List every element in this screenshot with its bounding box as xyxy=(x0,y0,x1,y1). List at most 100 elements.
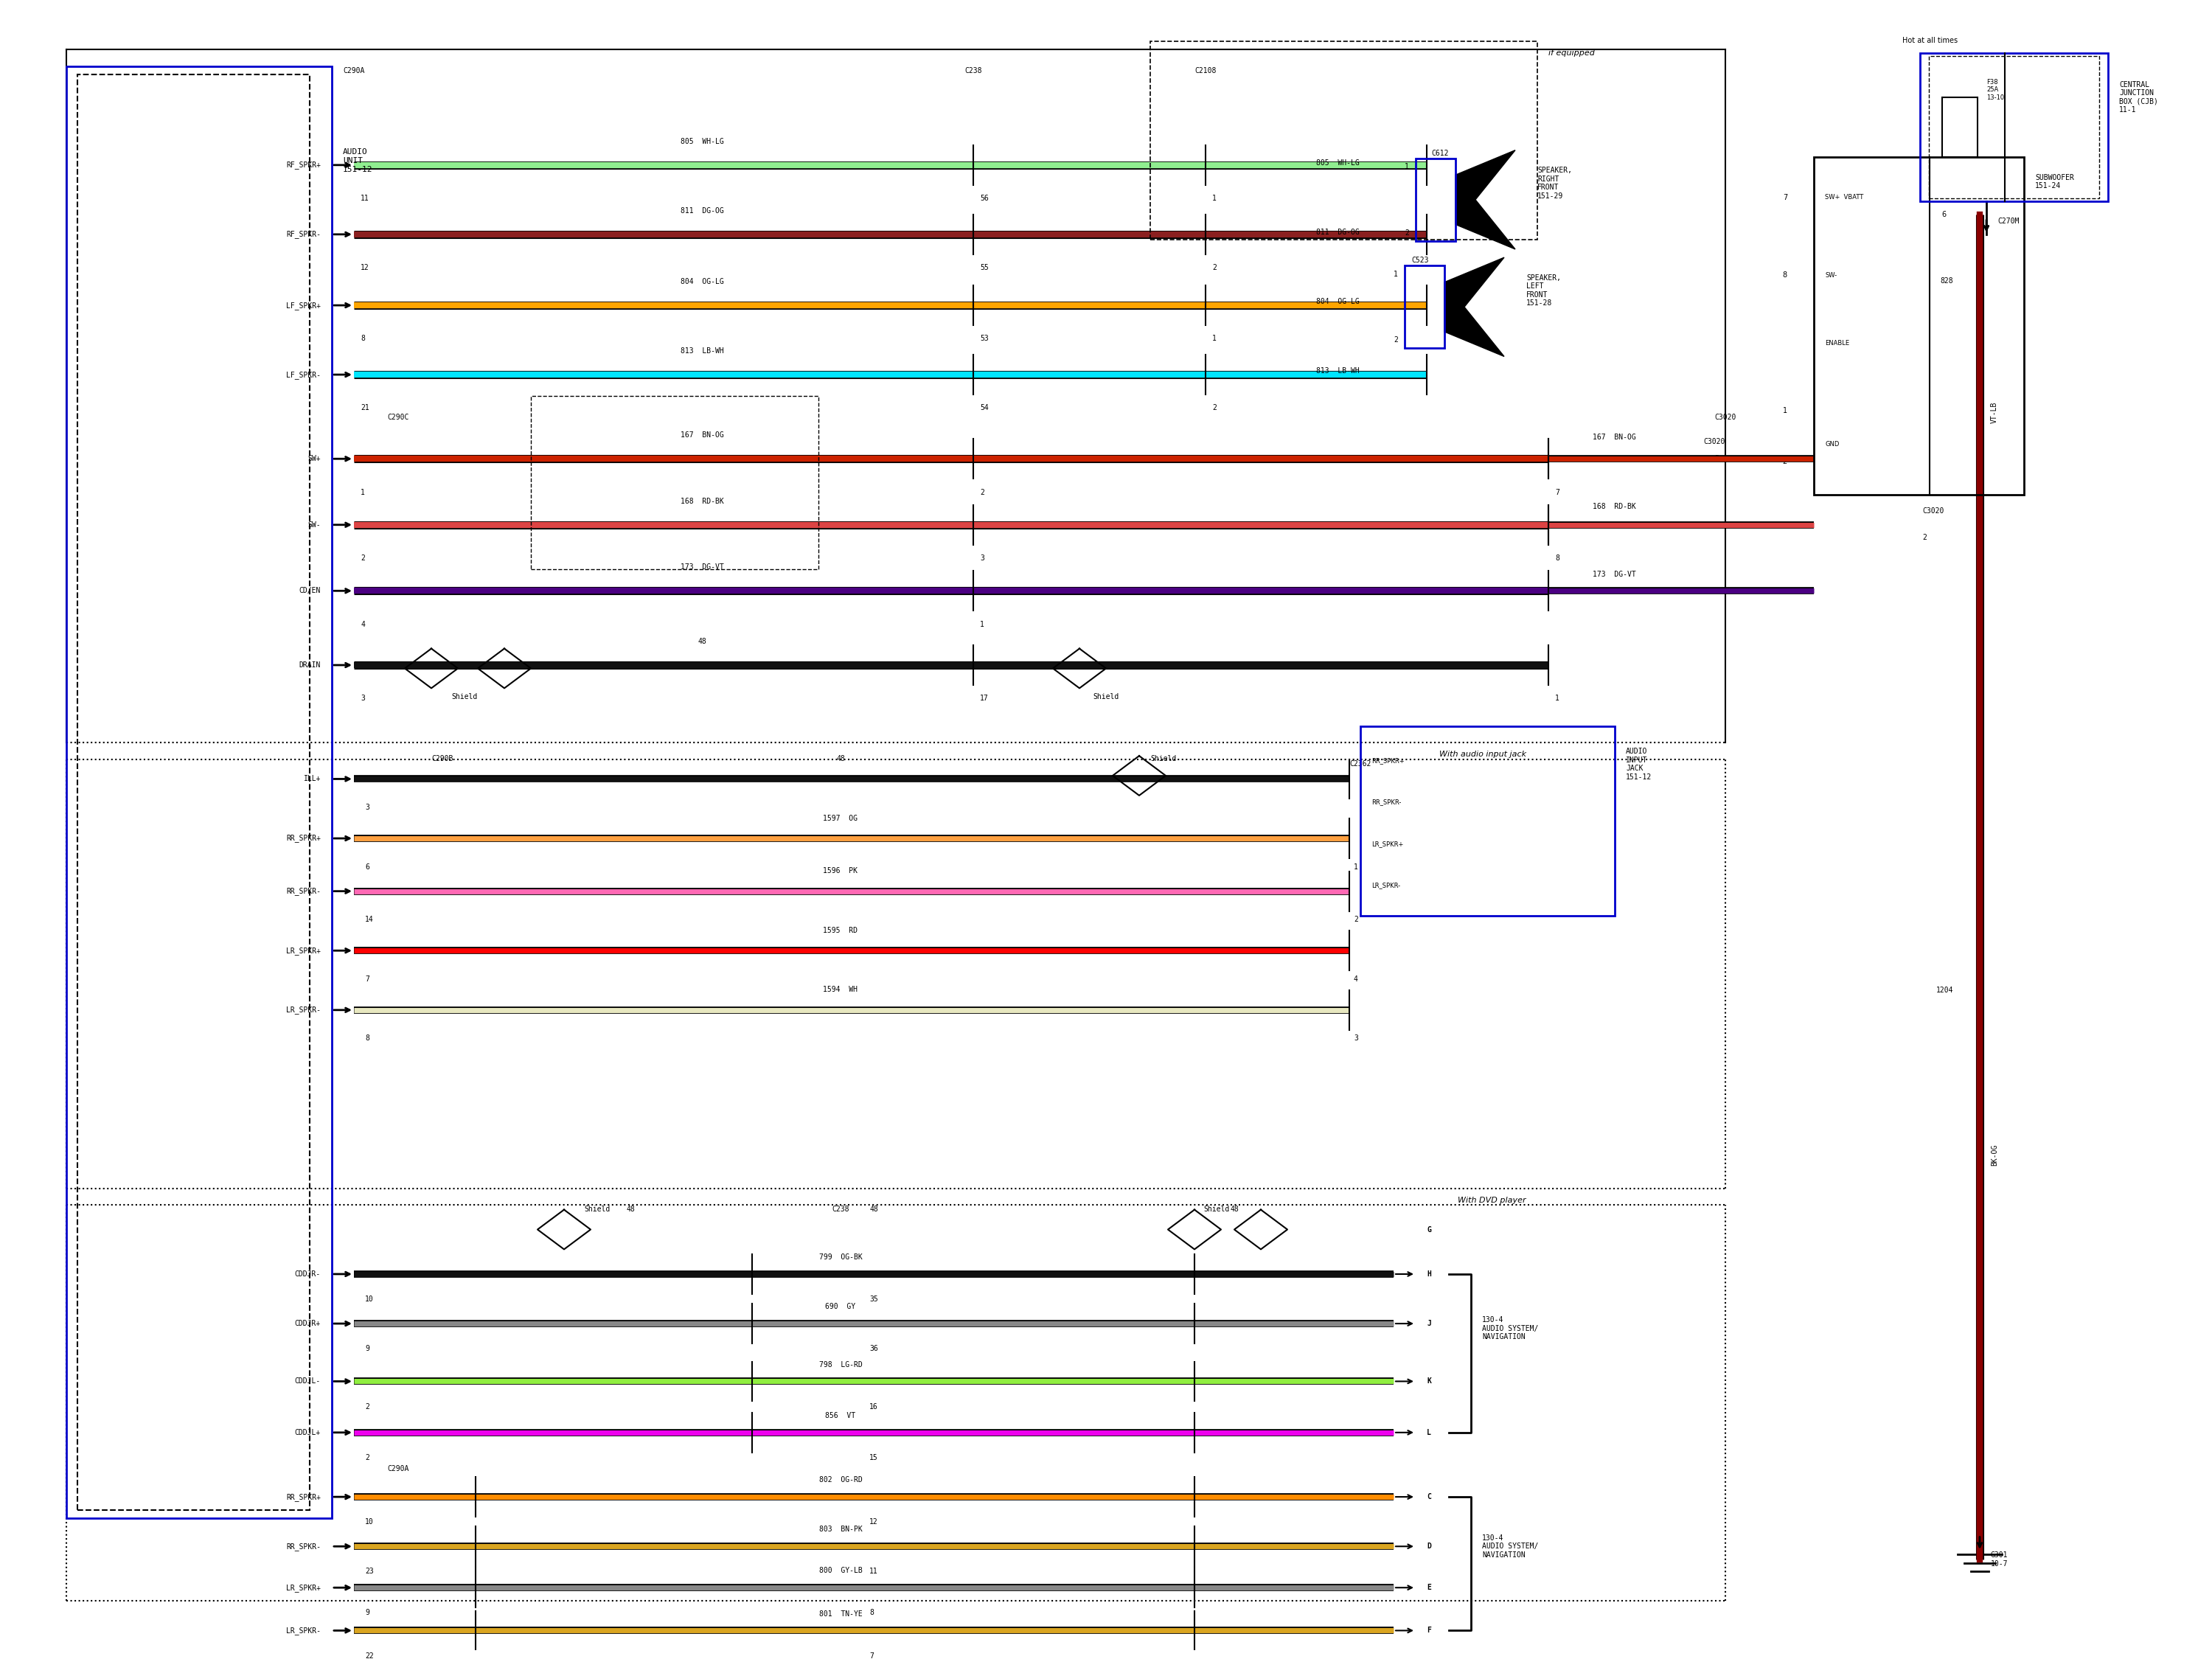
Text: C290C: C290C xyxy=(387,413,409,421)
Text: 828: 828 xyxy=(1940,277,1953,284)
Text: With DVD player: With DVD player xyxy=(1458,1196,1526,1204)
Text: SW+  VBATT: SW+ VBATT xyxy=(1825,194,1863,201)
Text: SUBWOOFER
151-24: SUBWOOFER 151-24 xyxy=(2035,174,2075,189)
Text: 56: 56 xyxy=(980,194,989,202)
Polygon shape xyxy=(1455,151,1515,224)
Bar xyxy=(1416,158,1455,241)
Text: 804  OG-LG: 804 OG-LG xyxy=(681,279,723,285)
Text: 2: 2 xyxy=(1354,916,1358,924)
Bar xyxy=(1929,56,2099,197)
Text: 2: 2 xyxy=(1212,405,1217,411)
Text: Hot at all times: Hot at all times xyxy=(1902,36,1958,45)
Text: C238: C238 xyxy=(832,1206,849,1213)
Bar xyxy=(1405,265,1444,348)
Bar xyxy=(1150,41,1537,239)
Text: SPEAKER,
RIGHT
FRONT
151-29: SPEAKER, RIGHT FRONT 151-29 xyxy=(1537,166,1573,199)
Text: L: L xyxy=(1427,1428,1431,1437)
Text: 1: 1 xyxy=(1405,163,1409,171)
Text: F38
25A
13-10: F38 25A 13-10 xyxy=(1986,80,2004,101)
Text: C290B: C290B xyxy=(431,755,453,763)
Text: 799  OG-BK: 799 OG-BK xyxy=(818,1254,863,1261)
Text: Shield: Shield xyxy=(584,1206,611,1213)
Text: LR_SPKR-: LR_SPKR- xyxy=(1371,883,1400,889)
Text: RR_SPKR-: RR_SPKR- xyxy=(285,888,321,896)
Text: 130-4
AUDIO SYSTEM/
NAVIGATION: 130-4 AUDIO SYSTEM/ NAVIGATION xyxy=(1482,1316,1537,1340)
Text: LF_SPKR+: LF_SPKR+ xyxy=(285,302,321,309)
Bar xyxy=(1814,158,2024,494)
Text: 8: 8 xyxy=(365,1035,369,1042)
Text: 1594  WH: 1594 WH xyxy=(823,985,858,994)
Text: 801  TN-YE: 801 TN-YE xyxy=(818,1609,863,1618)
Text: VT-LB: VT-LB xyxy=(1991,401,1997,423)
Text: 798  LG-RD: 798 LG-RD xyxy=(818,1360,863,1369)
Text: 805  WH-LG: 805 WH-LG xyxy=(1316,159,1360,166)
Text: 130-4
AUDIO SYSTEM/
NAVIGATION: 130-4 AUDIO SYSTEM/ NAVIGATION xyxy=(1482,1535,1537,1558)
Text: 2: 2 xyxy=(1212,264,1217,272)
Text: 805  WH-LG: 805 WH-LG xyxy=(681,138,723,146)
Text: 173  DG-VT: 173 DG-VT xyxy=(681,564,723,571)
Text: F: F xyxy=(1427,1627,1431,1634)
Text: Shield: Shield xyxy=(1093,693,1119,700)
Text: 690  GY: 690 GY xyxy=(825,1302,856,1311)
Text: 12: 12 xyxy=(869,1518,878,1526)
Text: 1: 1 xyxy=(1783,406,1787,415)
Text: SW-: SW- xyxy=(307,521,321,529)
Text: 3: 3 xyxy=(1354,1035,1358,1042)
Text: D: D xyxy=(1427,1543,1431,1550)
Text: CDDJL-: CDDJL- xyxy=(294,1377,321,1385)
Text: Shield: Shield xyxy=(1203,1206,1230,1213)
Text: E: E xyxy=(1427,1584,1431,1591)
Text: C3020: C3020 xyxy=(1703,438,1725,446)
Text: 1: 1 xyxy=(1354,863,1358,871)
Text: 856  VT: 856 VT xyxy=(825,1412,856,1420)
Text: 48: 48 xyxy=(699,639,706,645)
Text: if equipped: if equipped xyxy=(1548,50,1595,56)
Text: C290A: C290A xyxy=(387,1465,409,1472)
Text: RR_SPKR-: RR_SPKR- xyxy=(285,1543,321,1551)
Text: 9: 9 xyxy=(365,1345,369,1352)
Text: RR_SPKR+: RR_SPKR+ xyxy=(285,834,321,843)
Text: LR_SPKR+: LR_SPKR+ xyxy=(1371,841,1402,848)
Text: 813  LB-WH: 813 LB-WH xyxy=(681,347,723,355)
Text: 10: 10 xyxy=(365,1518,374,1526)
Text: BK-OG: BK-OG xyxy=(1991,1145,1997,1166)
Text: 167  BN-OG: 167 BN-OG xyxy=(1593,433,1637,441)
Text: 803  BN-PK: 803 BN-PK xyxy=(818,1526,863,1533)
Text: 7: 7 xyxy=(365,975,369,982)
Text: C238: C238 xyxy=(964,66,982,75)
Text: 48: 48 xyxy=(1230,1206,1239,1213)
Text: 811  DG-OG: 811 DG-OG xyxy=(681,207,723,214)
Text: 2: 2 xyxy=(1922,534,1927,541)
Text: J: J xyxy=(1427,1321,1431,1327)
Text: LF_SPKR-: LF_SPKR- xyxy=(285,370,321,378)
Text: 16: 16 xyxy=(869,1404,878,1410)
Bar xyxy=(1920,53,2108,201)
Text: C612: C612 xyxy=(1431,149,1449,158)
Text: C: C xyxy=(1427,1493,1431,1500)
Text: 6: 6 xyxy=(1942,211,1947,219)
Text: CDDJL+: CDDJL+ xyxy=(294,1428,321,1437)
Text: 3: 3 xyxy=(361,695,365,702)
Text: 48: 48 xyxy=(869,1206,878,1213)
Text: C2108: C2108 xyxy=(1194,66,1217,75)
Text: 813  LB-WH: 813 LB-WH xyxy=(1316,367,1360,375)
Text: 1597  OG: 1597 OG xyxy=(823,815,858,821)
Text: 2: 2 xyxy=(361,554,365,562)
Text: 7: 7 xyxy=(1783,194,1787,201)
Text: 3: 3 xyxy=(365,803,369,811)
Text: LR_SPKR-: LR_SPKR- xyxy=(285,1626,321,1634)
Text: G301
10-7: G301 10-7 xyxy=(1991,1551,2008,1568)
Text: Shield: Shield xyxy=(451,693,478,700)
Polygon shape xyxy=(1455,174,1515,249)
Text: ILL+: ILL+ xyxy=(303,775,321,783)
Bar xyxy=(66,66,332,1518)
Text: C3020: C3020 xyxy=(1922,508,1944,514)
Text: 802  OG-RD: 802 OG-RD xyxy=(818,1477,863,1483)
Text: RR_SPKR-: RR_SPKR- xyxy=(1371,798,1400,805)
Text: RF_SPKR-: RF_SPKR- xyxy=(285,231,321,239)
Text: 12: 12 xyxy=(361,264,369,272)
Text: 11: 11 xyxy=(869,1568,878,1574)
Text: 21: 21 xyxy=(361,405,369,411)
Text: 1: 1 xyxy=(361,488,365,496)
Text: 2: 2 xyxy=(1783,458,1787,465)
